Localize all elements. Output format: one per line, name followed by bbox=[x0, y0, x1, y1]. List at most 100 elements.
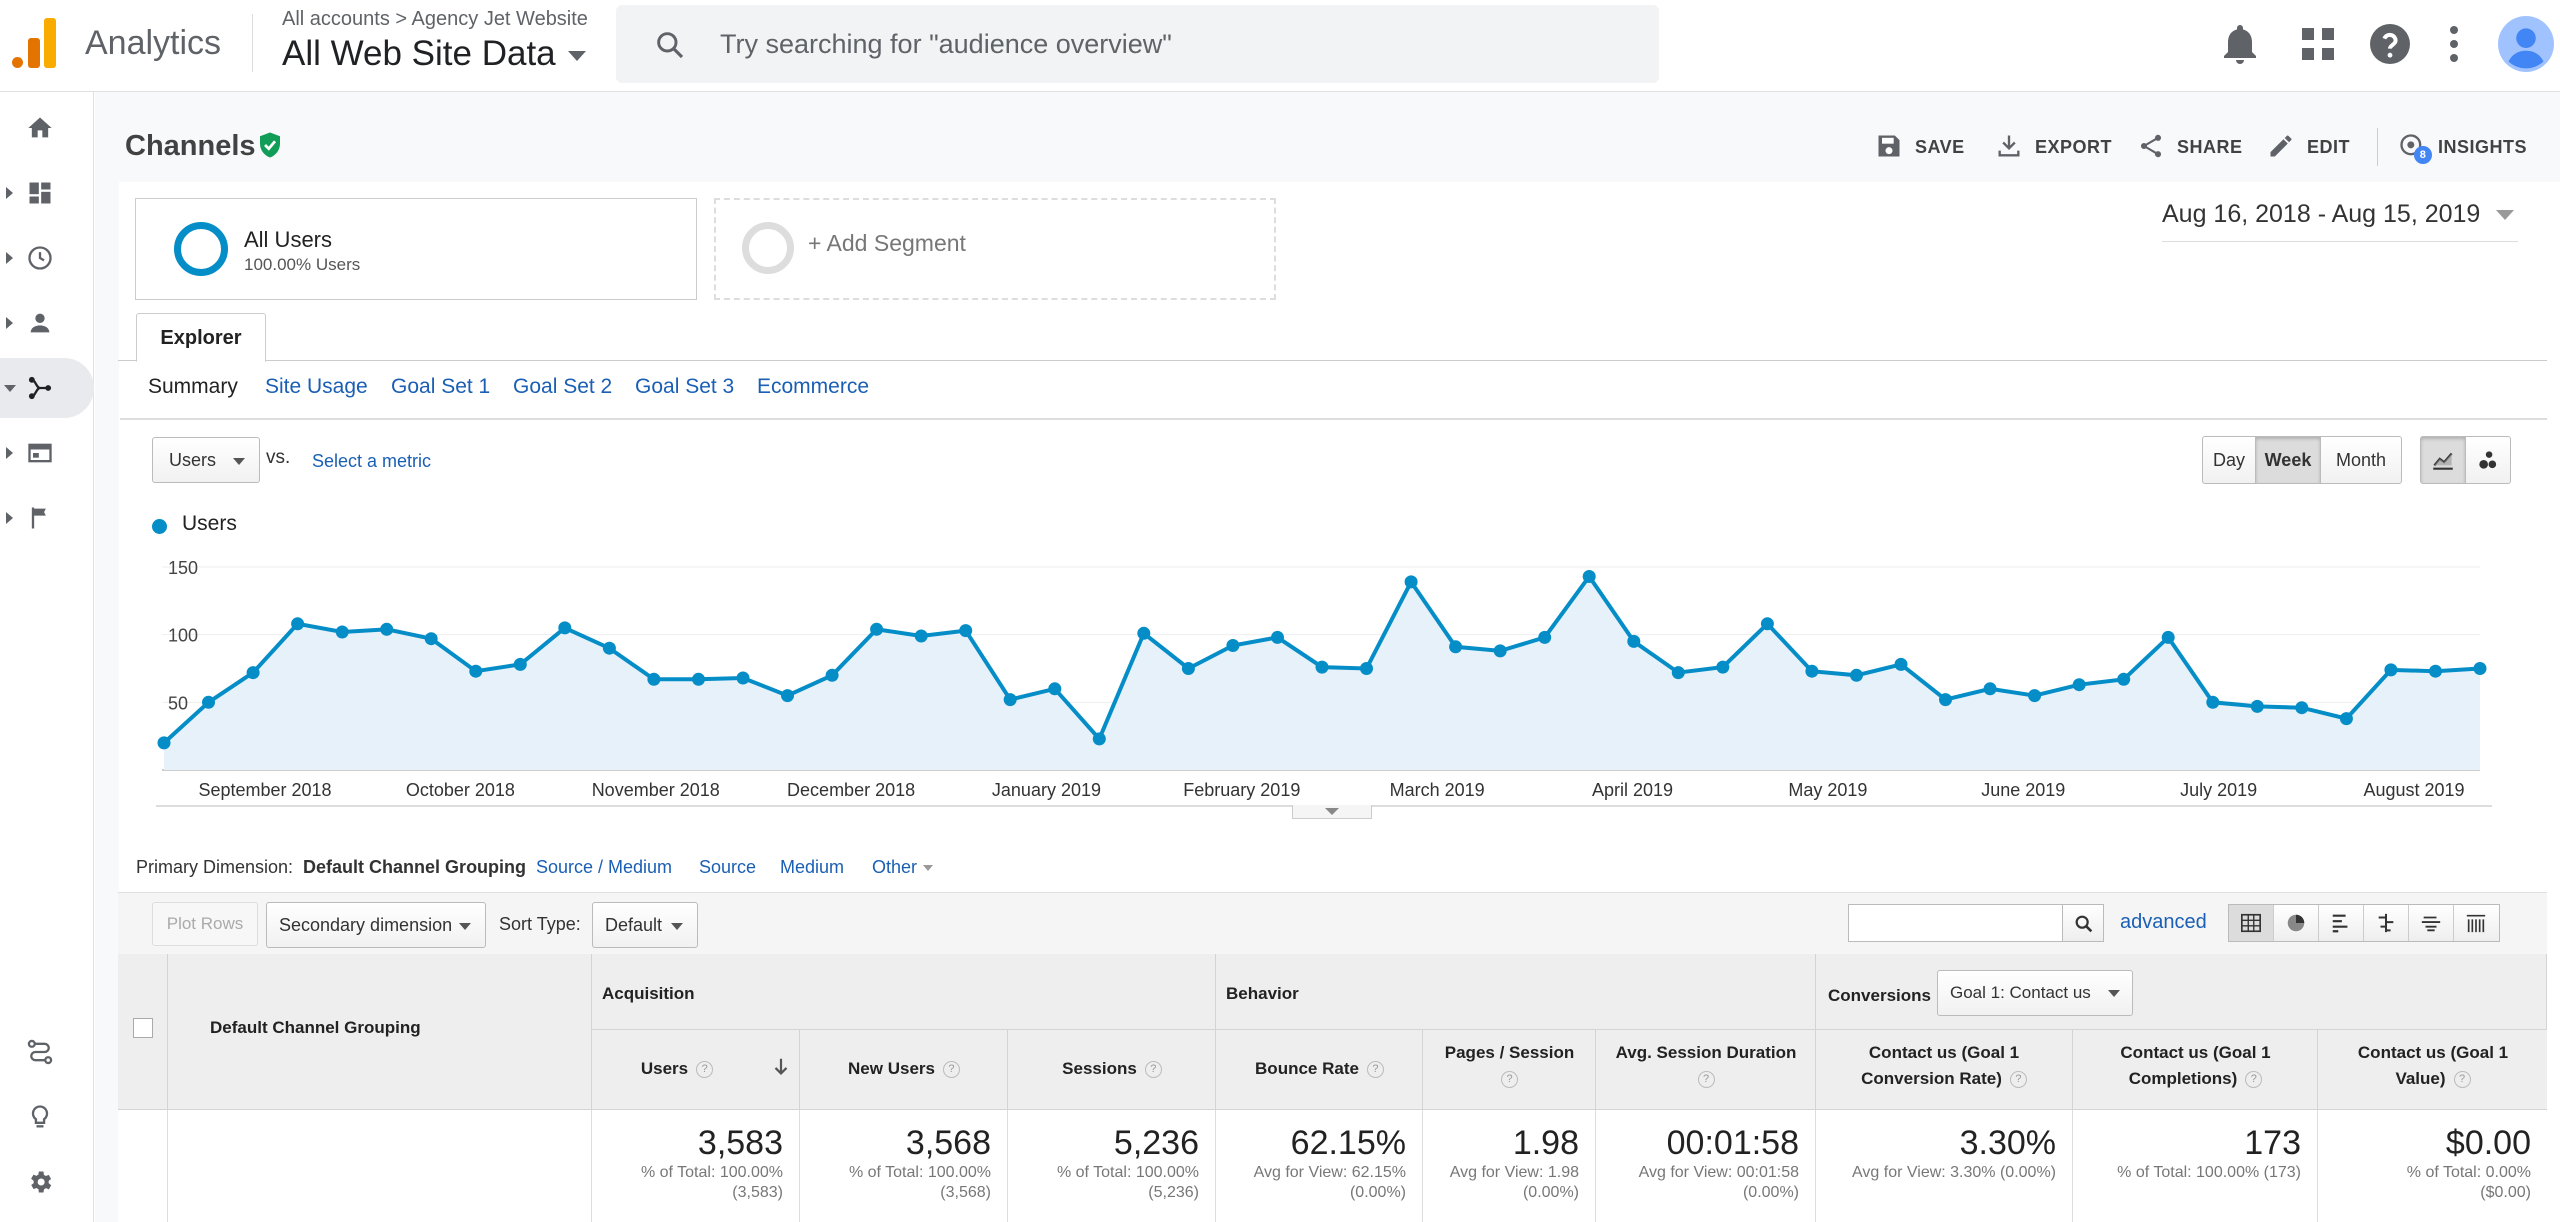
data-point[interactable] bbox=[1181, 662, 1195, 675]
data-point[interactable] bbox=[781, 689, 794, 703]
data-point[interactable] bbox=[513, 657, 527, 671]
help-icon[interactable]: ? bbox=[1366, 1061, 1384, 1079]
help-icon[interactable]: ? bbox=[1144, 1061, 1162, 1079]
col-new-users-header[interactable]: New Users? bbox=[800, 1030, 1008, 1110]
nav-attribution[interactable] bbox=[0, 1022, 94, 1082]
view-term-cloud-button[interactable] bbox=[2409, 905, 2454, 941]
view-comparison-button[interactable] bbox=[2364, 905, 2409, 941]
col-sessions-header[interactable]: Sessions? bbox=[1008, 1030, 1216, 1110]
nav-acquisition[interactable] bbox=[0, 358, 94, 418]
help-icon[interactable] bbox=[2366, 20, 2414, 68]
select-all-checkbox[interactable] bbox=[133, 1018, 153, 1038]
chart-collapse-handle[interactable] bbox=[1292, 805, 1372, 819]
data-point[interactable] bbox=[1048, 682, 1062, 696]
view-pivot-button[interactable] bbox=[2454, 905, 2499, 941]
data-point[interactable] bbox=[736, 671, 750, 685]
dimension-other[interactable]: Other bbox=[872, 857, 934, 878]
view-performance-button[interactable] bbox=[2319, 905, 2364, 941]
view-pie-button[interactable] bbox=[2274, 905, 2319, 941]
period-month-button[interactable]: Month bbox=[2320, 436, 2402, 484]
data-point[interactable] bbox=[602, 641, 616, 655]
view-selector[interactable]: All Web Site Data bbox=[282, 34, 586, 74]
nav-home[interactable] bbox=[0, 98, 94, 158]
col-conversion-rate-header[interactable]: Contact us (Goal 1 Conversion Rate)? bbox=[1816, 1030, 2073, 1110]
motion-chart-button[interactable] bbox=[2465, 436, 2511, 484]
data-point[interactable] bbox=[2384, 663, 2398, 677]
dimension-header[interactable]: Default Channel Grouping bbox=[168, 954, 592, 1110]
col-value-header[interactable]: Contact us (Goal 1 Value)? bbox=[2318, 1030, 2547, 1110]
dimension-medium[interactable]: Medium bbox=[780, 857, 845, 877]
subtab-summary[interactable]: Summary bbox=[148, 375, 238, 398]
tab-explorer[interactable]: Explorer bbox=[136, 313, 266, 362]
table-filter-input[interactable] bbox=[1848, 904, 2104, 942]
data-point[interactable] bbox=[1805, 664, 1819, 678]
data-point[interactable] bbox=[692, 672, 705, 686]
data-point[interactable] bbox=[1582, 570, 1596, 583]
help-icon[interactable]: ? bbox=[696, 1061, 714, 1079]
breadcrumb[interactable]: All accounts > Agency Jet Website bbox=[282, 8, 588, 31]
data-point[interactable] bbox=[1315, 660, 1329, 674]
data-point[interactable] bbox=[202, 695, 215, 709]
nav-discover[interactable] bbox=[0, 1087, 94, 1147]
select-metric-link[interactable]: Select a metric bbox=[312, 451, 432, 471]
data-point[interactable] bbox=[1939, 693, 1952, 707]
data-point[interactable] bbox=[246, 666, 260, 680]
data-point[interactable] bbox=[1449, 640, 1463, 654]
subtab-goal-set-1[interactable]: Goal Set 1 bbox=[391, 375, 491, 398]
data-point[interactable] bbox=[469, 664, 483, 678]
dimension-source[interactable]: Source bbox=[699, 857, 757, 877]
data-point[interactable] bbox=[335, 625, 349, 639]
advanced-filter-link[interactable]: advanced bbox=[2120, 911, 2207, 933]
period-day-button[interactable]: Day bbox=[2202, 436, 2256, 484]
data-point[interactable] bbox=[558, 621, 572, 635]
view-data-table-button[interactable] bbox=[2229, 905, 2274, 941]
avatar[interactable] bbox=[2498, 16, 2554, 72]
help-icon[interactable]: ? bbox=[1697, 1071, 1715, 1089]
data-point[interactable] bbox=[959, 624, 973, 638]
help-icon[interactable]: ? bbox=[942, 1061, 960, 1079]
data-point[interactable] bbox=[825, 668, 839, 682]
data-point[interactable] bbox=[1716, 660, 1730, 674]
data-point[interactable] bbox=[1404, 575, 1418, 589]
data-point[interactable] bbox=[2206, 695, 2220, 709]
nav-behavior[interactable] bbox=[0, 423, 94, 483]
data-point[interactable] bbox=[2473, 662, 2487, 675]
data-point[interactable] bbox=[2028, 689, 2042, 703]
bell-icon[interactable] bbox=[2216, 20, 2264, 68]
data-point[interactable] bbox=[1538, 630, 1552, 644]
data-point[interactable] bbox=[1003, 693, 1017, 707]
data-point[interactable] bbox=[1850, 668, 1863, 682]
metric-dropdown[interactable]: Users bbox=[152, 437, 260, 483]
secondary-dimension-dropdown[interactable]: Secondary dimension bbox=[266, 902, 486, 948]
data-point[interactable] bbox=[2072, 678, 2086, 692]
add-segment-button[interactable]: + Add Segment bbox=[714, 198, 1276, 300]
breadcrumb-accounts[interactable]: All accounts bbox=[282, 8, 390, 30]
data-point[interactable] bbox=[2117, 672, 2131, 686]
data-point[interactable] bbox=[380, 622, 394, 636]
data-point[interactable] bbox=[1137, 626, 1151, 640]
date-range-selector[interactable]: Aug 16, 2018 - Aug 15, 2019 bbox=[2162, 200, 2518, 242]
subtab-site-usage[interactable]: Site Usage bbox=[265, 375, 368, 398]
data-point[interactable] bbox=[1226, 639, 1240, 652]
data-point[interactable] bbox=[2161, 630, 2175, 644]
data-point[interactable] bbox=[424, 632, 438, 646]
data-point[interactable] bbox=[1627, 634, 1641, 648]
col-avg-duration-header[interactable]: Avg. Session Duration? bbox=[1596, 1030, 1816, 1110]
data-point[interactable] bbox=[1894, 657, 1908, 671]
data-point[interactable] bbox=[157, 736, 171, 750]
help-icon[interactable]: ? bbox=[1501, 1071, 1518, 1089]
more-vert-icon[interactable] bbox=[2430, 20, 2478, 68]
subtab-goal-set-2[interactable]: Goal Set 2 bbox=[513, 375, 613, 398]
nav-realtime[interactable] bbox=[0, 228, 94, 288]
data-point[interactable] bbox=[2250, 699, 2264, 713]
data-point[interactable] bbox=[1760, 617, 1774, 631]
data-point[interactable] bbox=[2429, 664, 2442, 678]
help-icon[interactable]: ? bbox=[2245, 1071, 2263, 1089]
subtab-ecommerce[interactable]: Ecommerce bbox=[757, 375, 870, 398]
data-point[interactable] bbox=[1360, 662, 1373, 675]
col-pages-session-header[interactable]: Pages / Session? bbox=[1423, 1030, 1596, 1110]
nav-conversions[interactable] bbox=[0, 488, 94, 548]
col-users-header[interactable]: Users? bbox=[592, 1030, 800, 1110]
help-icon[interactable]: ? bbox=[2009, 1071, 2027, 1089]
dimension-source-medium[interactable]: Source / Medium bbox=[536, 857, 673, 877]
